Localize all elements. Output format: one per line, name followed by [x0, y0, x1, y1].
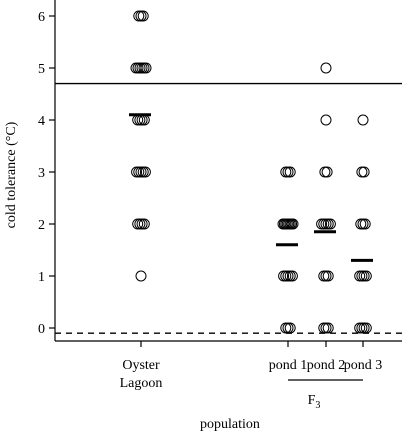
data-point [284, 270, 296, 282]
data-point [358, 270, 370, 282]
data-points [130, 10, 372, 334]
data-point [133, 10, 145, 22]
data-point [284, 322, 296, 334]
data-point [358, 322, 370, 334]
y-tick-label: 0 [38, 322, 45, 337]
data-point [135, 10, 147, 22]
data-point [324, 218, 336, 230]
x-axis-title: population [200, 417, 260, 432]
data-point [320, 62, 332, 74]
data-point [134, 218, 146, 230]
data-point [138, 114, 150, 126]
x-axis [140, 341, 364, 347]
data-point [282, 166, 294, 178]
data-point [134, 114, 146, 126]
data-point [136, 114, 148, 126]
group-means [129, 113, 373, 262]
data-point [356, 166, 368, 178]
data-point [320, 114, 332, 126]
category-label: pond 3 [344, 358, 383, 373]
data-point [282, 322, 294, 334]
data-point [356, 322, 368, 334]
data-point [139, 166, 151, 178]
data-point [135, 270, 147, 282]
data-point [282, 270, 294, 282]
data-point [360, 322, 372, 334]
data-point [287, 218, 299, 230]
y-tick-label: 2 [38, 218, 45, 233]
data-point [318, 322, 330, 334]
reference-lines [55, 82, 402, 334]
data-point [138, 218, 150, 230]
y-tick-label: 6 [38, 10, 45, 25]
data-point [280, 322, 292, 334]
data-point [320, 218, 332, 230]
plot-frame [54, 0, 402, 342]
data-point [360, 270, 372, 282]
data-point [356, 270, 368, 282]
f3-group-label-main: F [308, 393, 316, 408]
data-point [357, 218, 369, 230]
data-point [284, 166, 296, 178]
y-axis: 0 1 2 3 4 5 6 [38, 10, 55, 337]
y-tick-label: 4 [38, 114, 45, 129]
data-point [320, 322, 332, 334]
y-tick-label: 1 [38, 270, 45, 285]
data-point [137, 166, 149, 178]
y-tick-label: 3 [38, 166, 45, 181]
data-point [137, 10, 149, 22]
data-point [280, 166, 292, 178]
data-point [359, 218, 371, 230]
data-point [318, 270, 330, 282]
y-tick-label: 5 [38, 62, 45, 77]
category-label: Lagoon [120, 376, 163, 391]
y-axis-title: cold tolerance (°C) [4, 121, 19, 228]
data-point [358, 166, 370, 178]
data-point [319, 166, 331, 178]
data-point [321, 166, 333, 178]
data-point [140, 62, 152, 74]
data-point [286, 270, 298, 282]
data-point [136, 218, 148, 230]
data-point [322, 218, 334, 230]
f3-group-label: F3 [308, 393, 321, 411]
category-label: Oyster [122, 358, 160, 373]
data-point [357, 114, 369, 126]
data-point [320, 270, 332, 282]
data-point [135, 166, 147, 178]
data-point [355, 218, 367, 230]
category-label: pond 2 [307, 358, 346, 373]
data-point [322, 270, 334, 282]
data-point [322, 322, 334, 334]
f3-group-label-subscript: 3 [315, 400, 320, 411]
category-label: pond 1 [269, 358, 308, 373]
